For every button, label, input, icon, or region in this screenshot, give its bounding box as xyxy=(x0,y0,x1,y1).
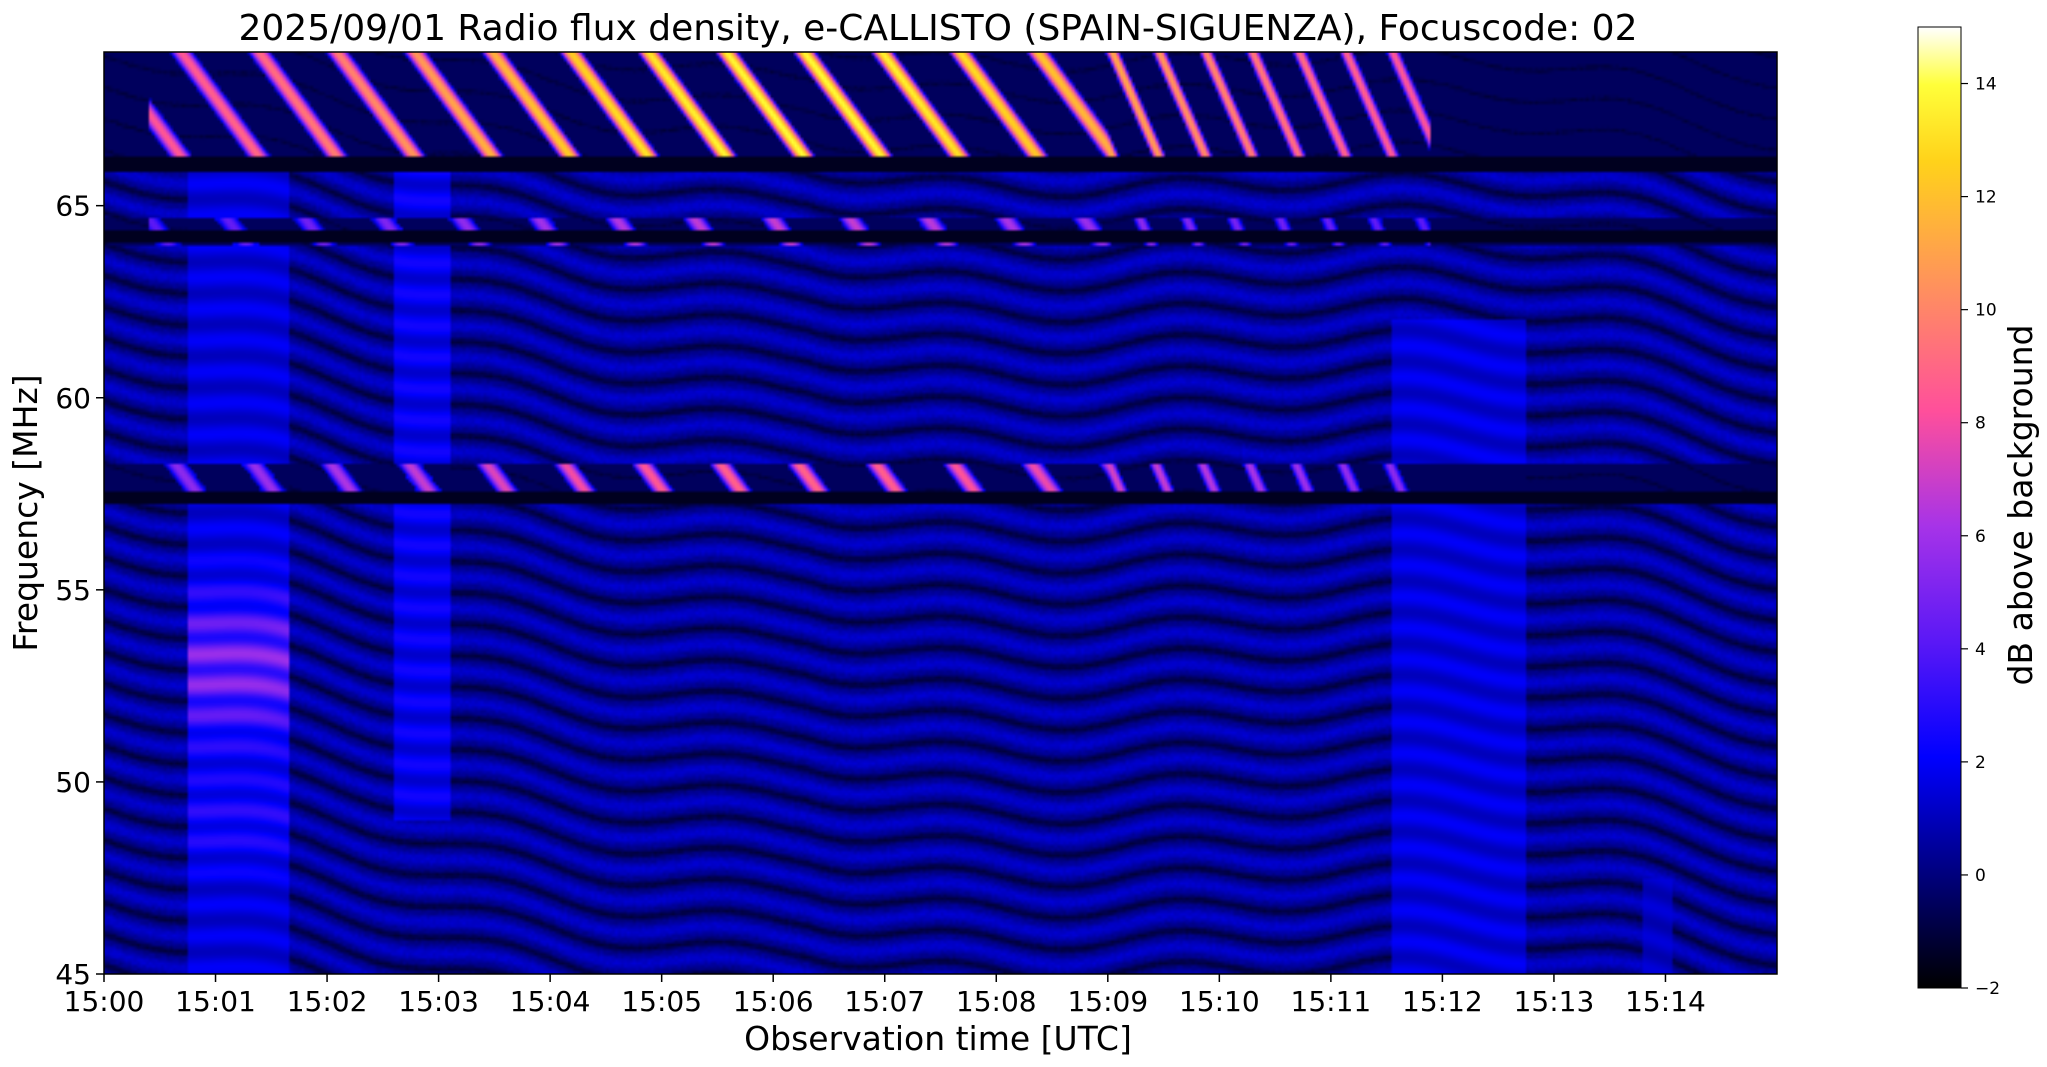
y-tick-label: 65 xyxy=(55,190,91,223)
x-tick-label: 15:04 xyxy=(510,985,591,1018)
colorbar-tick-label: 2 xyxy=(1975,753,1986,773)
colorbar-tick-label: 0 xyxy=(1975,866,1986,886)
heatmap-image xyxy=(104,52,1777,974)
colorbar-label: dB above background xyxy=(2001,325,2040,686)
plot-frame xyxy=(103,51,1778,975)
colorbar-tick-label: −2 xyxy=(1975,979,2000,999)
colorbar-tick-label: 6 xyxy=(1975,527,1986,547)
colorbar-tick-label: 10 xyxy=(1975,301,1997,321)
x-tick-label: 15:12 xyxy=(1402,985,1483,1018)
x-tick-label: 15:08 xyxy=(956,985,1037,1018)
x-tick-label: 15:11 xyxy=(1291,985,1372,1018)
x-tick-label: 15:14 xyxy=(1625,985,1706,1018)
x-tick-label: 15:07 xyxy=(844,985,925,1018)
x-tick-label: 15:00 xyxy=(64,985,145,1018)
x-axis-label: Observation time [UTC] xyxy=(744,1019,1132,1058)
colorbar-tick-label: 4 xyxy=(1975,640,1986,660)
colorbar-tick-label: 14 xyxy=(1975,75,1997,95)
x-tick-label: 15:09 xyxy=(1067,985,1148,1018)
x-tick-label: 15:03 xyxy=(398,985,479,1018)
y-axis-label: Frequency [MHz] xyxy=(6,374,45,651)
x-tick-label: 15:02 xyxy=(287,985,368,1018)
x-tick-label: 15:13 xyxy=(1514,985,1595,1018)
x-tick-label: 15:06 xyxy=(733,985,814,1018)
colorbar: −2 0 2 4 6 8 10 12 14 dB above background xyxy=(1917,26,2040,999)
colorbar-gradient xyxy=(1917,26,1962,989)
y-tick-label: 45 xyxy=(55,958,91,991)
colorbar-tick-label: 8 xyxy=(1975,414,1986,434)
x-axis-ticks: 15:00 15:01 15:02 15:03 15:04 15:05 15:06 15:07… xyxy=(64,974,1706,1018)
colorbar-ticks: −2 0 2 4 6 8 10 12 14 xyxy=(1961,75,2000,999)
y-tick-label: 50 xyxy=(55,766,91,799)
x-tick-label: 15:10 xyxy=(1179,985,1260,1018)
colorbar-tick-label: 12 xyxy=(1975,188,1997,208)
x-tick-label: 15:05 xyxy=(621,985,702,1018)
y-tick-label: 60 xyxy=(55,382,91,415)
y-tick-label: 55 xyxy=(55,574,91,607)
x-tick-label: 15:01 xyxy=(175,985,256,1018)
y-axis-ticks: 45 50 55 60 65 xyxy=(55,190,104,991)
chart-title: 2025/09/01 Radio flux density, e-CALLIST… xyxy=(238,8,1637,49)
plot-area xyxy=(103,51,1778,975)
